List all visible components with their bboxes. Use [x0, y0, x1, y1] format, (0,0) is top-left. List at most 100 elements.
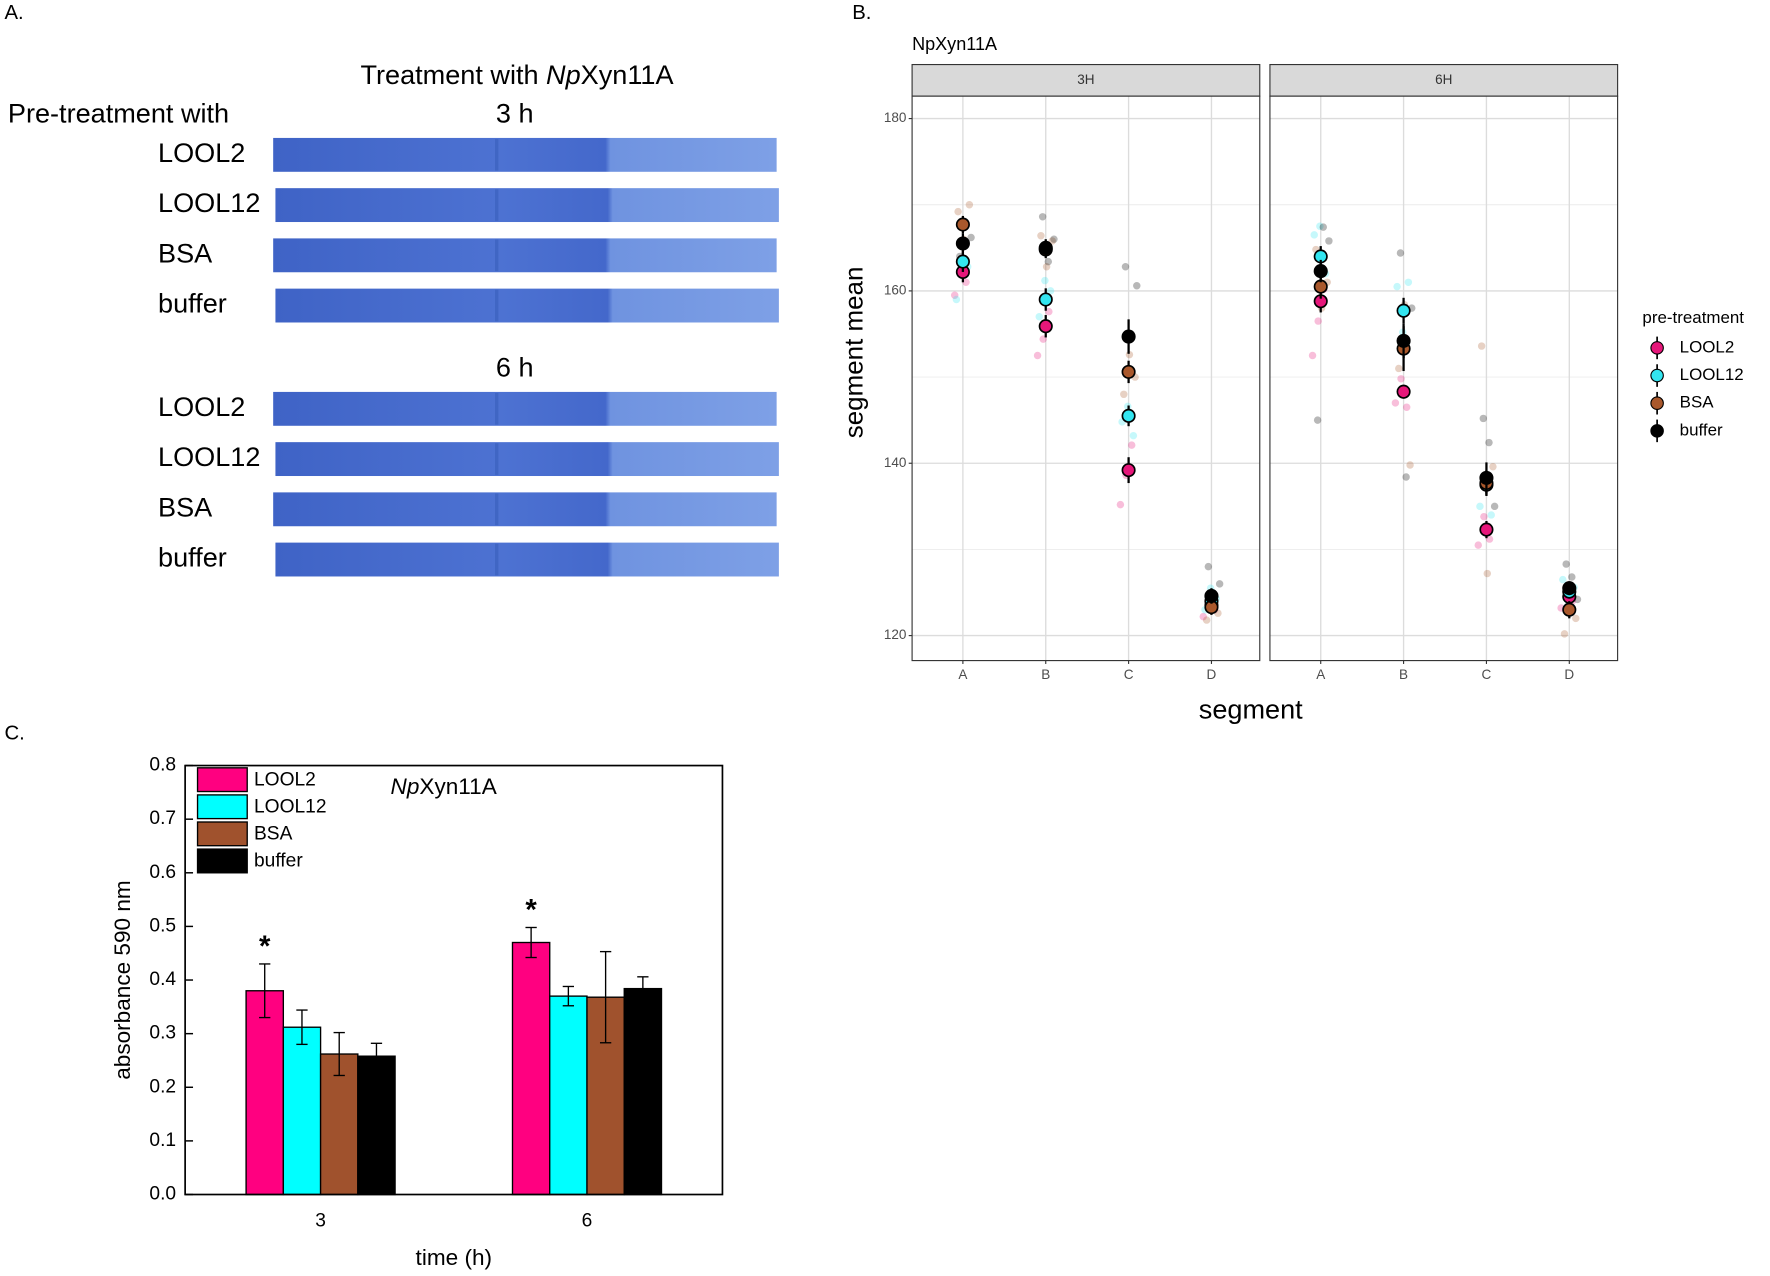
mean-point — [1313, 264, 1328, 279]
row-label: LOOL12 — [158, 441, 260, 472]
raw-point — [1215, 580, 1224, 588]
panel-label: C. — [5, 722, 25, 744]
plot-area — [1269, 96, 1618, 661]
raw-point — [1041, 276, 1049, 285]
y-tick-label: 0.2 — [149, 1076, 176, 1097]
row-label: buffer — [158, 288, 227, 319]
raw-point — [1120, 390, 1128, 399]
error-bar — [562, 985, 575, 1007]
legend-label: LOOL2 — [254, 769, 316, 790]
raw-point — [1042, 263, 1051, 271]
row-label: buffer — [158, 542, 227, 573]
strip — [273, 238, 777, 273]
mean-point — [1038, 240, 1053, 255]
bar — [549, 995, 588, 1196]
facet-label: 6H — [1435, 72, 1452, 87]
x-tick-label: C — [1124, 667, 1134, 682]
raw-point — [1562, 560, 1570, 568]
panel-label: A. — [5, 2, 24, 24]
raw-point — [1396, 249, 1405, 257]
raw-point — [1310, 231, 1318, 239]
legend-swatch — [196, 821, 248, 847]
legend-swatch — [1650, 368, 1664, 383]
raw-point — [1406, 461, 1414, 469]
legend-label: BSA — [254, 823, 293, 844]
raw-point — [1308, 351, 1317, 360]
raw-point — [967, 233, 975, 242]
x-tick-label: A — [958, 667, 967, 682]
chart-title: NpXyn11A — [391, 774, 497, 799]
bar — [623, 987, 663, 1196]
row-label: LOOL2 — [158, 137, 245, 168]
legend-title: pre-treatment — [1642, 308, 1744, 327]
raw-point — [1033, 351, 1042, 360]
mean-point — [1121, 463, 1136, 478]
raw-point — [1490, 502, 1499, 511]
raw-point — [950, 291, 959, 299]
raw-point — [1127, 441, 1136, 449]
raw-point — [1037, 232, 1045, 240]
y-axis-title: segment mean — [839, 267, 869, 439]
title-part: Treatment with — [360, 59, 546, 90]
raw-point — [1487, 511, 1495, 519]
title-part: Xyn11A — [581, 59, 675, 90]
error-bar — [525, 926, 537, 959]
x-tick-label: C — [1482, 667, 1492, 682]
raw-point — [1489, 462, 1497, 471]
x-tick-label: B — [1399, 667, 1408, 682]
bar — [319, 1053, 359, 1196]
y-axis-title: absorbance 590 nm — [110, 880, 135, 1079]
raw-point — [1404, 278, 1413, 287]
mean-point — [955, 254, 970, 269]
y-tick-label: 0.4 — [149, 969, 176, 990]
raw-point — [1045, 307, 1053, 316]
y-tick-label: 0.8 — [149, 755, 176, 776]
raw-point — [1559, 575, 1567, 584]
raw-point — [1038, 213, 1047, 221]
raw-point — [1397, 375, 1405, 383]
y-tick-label: 0.1 — [149, 1130, 176, 1151]
plot-frame — [911, 95, 1261, 662]
raw-point — [1393, 282, 1401, 291]
raw-point — [1319, 223, 1327, 231]
raw-point — [1199, 612, 1207, 621]
y-tick-label: 120 — [884, 627, 907, 642]
y-tick-label: 180 — [884, 110, 907, 125]
error-bar — [370, 1042, 383, 1070]
raw-point — [1325, 237, 1333, 245]
x-axis-title: time (h) — [416, 1245, 492, 1270]
error-bar — [259, 963, 271, 1019]
raw-point — [1485, 535, 1494, 543]
raw-point — [1560, 630, 1569, 638]
raw-point — [962, 278, 970, 287]
mean-point — [1038, 292, 1053, 307]
raw-point — [1477, 342, 1486, 350]
mean-point — [1396, 303, 1411, 318]
raw-point — [1121, 263, 1130, 271]
mean-point — [1121, 329, 1136, 344]
x-tick-label: D — [1207, 667, 1217, 682]
raw-point — [1391, 399, 1400, 407]
raw-point — [965, 201, 974, 209]
y-tick-label: 140 — [884, 455, 907, 470]
raw-point — [952, 295, 961, 304]
x-tick-label: 3 — [315, 1211, 326, 1232]
mean-point — [1479, 470, 1494, 485]
raw-point — [1572, 614, 1580, 623]
row-label: LOOL12 — [158, 187, 260, 218]
raw-point — [1395, 364, 1403, 373]
row-header: Pre-treatment with — [8, 98, 229, 129]
raw-point — [1402, 403, 1411, 411]
legend-swatch — [196, 794, 248, 820]
legend-swatch — [196, 767, 248, 793]
bar — [245, 990, 285, 1196]
raw-point — [1035, 313, 1043, 321]
legend-swatch — [1650, 396, 1664, 410]
raw-point — [1133, 282, 1141, 290]
raw-point — [954, 207, 962, 216]
panel-label: B. — [852, 2, 871, 24]
raw-point — [1204, 562, 1213, 571]
facet-strip — [911, 63, 1261, 97]
legend-label: LOOL12 — [1680, 365, 1744, 384]
mean-point — [1396, 384, 1411, 399]
